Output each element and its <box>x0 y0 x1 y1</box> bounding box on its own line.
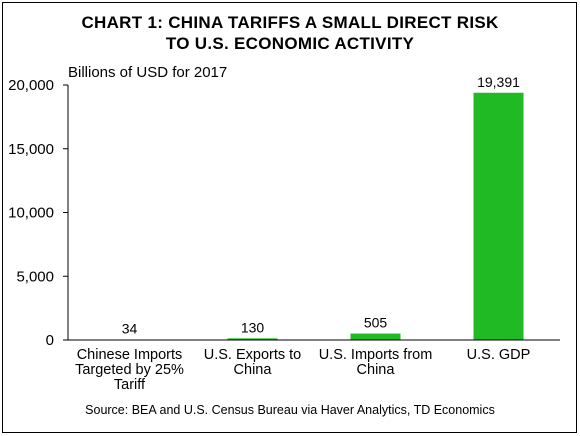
bar <box>350 333 401 340</box>
chart-title-line-1: CHART 1: CHINA TARIFFS A SMALL DIRECT RI… <box>81 13 499 32</box>
y-tick-label: 0 <box>46 332 54 349</box>
source-note: Source: BEA and U.S. Census Bureau via H… <box>85 403 495 417</box>
x-axis: Chinese Imports Targeted by 25% Tariff U.S.… <box>68 339 560 393</box>
bar-data-label: 505 <box>364 315 388 331</box>
y-axis: 0 5,000 10,000 15,000 20,000 <box>8 77 69 349</box>
x-category-label: Chinese Imports Targeted by 25% Tariff <box>75 347 184 393</box>
bar <box>227 338 278 340</box>
x-category-label: U.S. Imports from China <box>319 347 433 378</box>
bar-data-label: 130 <box>241 319 265 335</box>
bar <box>473 92 524 341</box>
chart-title-line-2: TO U.S. ECONOMIC ACTIVITY <box>166 34 415 53</box>
y-tick-label: 15,000 <box>8 141 54 158</box>
y-tick-label: 5,000 <box>16 268 54 285</box>
bar-data-label: 19,391 <box>477 74 520 90</box>
y-tick-label: 20,000 <box>8 77 54 94</box>
x-category-label: U.S. Exports to China <box>204 347 302 378</box>
unit-label: Billions of USD for 2017 <box>68 64 227 81</box>
y-tick-label: 10,000 <box>8 205 54 222</box>
bar-data-label: 34 <box>122 321 138 337</box>
x-category-label: U.S. GDP <box>467 347 531 363</box>
bars: 34 130 505 19,391 <box>104 74 524 341</box>
